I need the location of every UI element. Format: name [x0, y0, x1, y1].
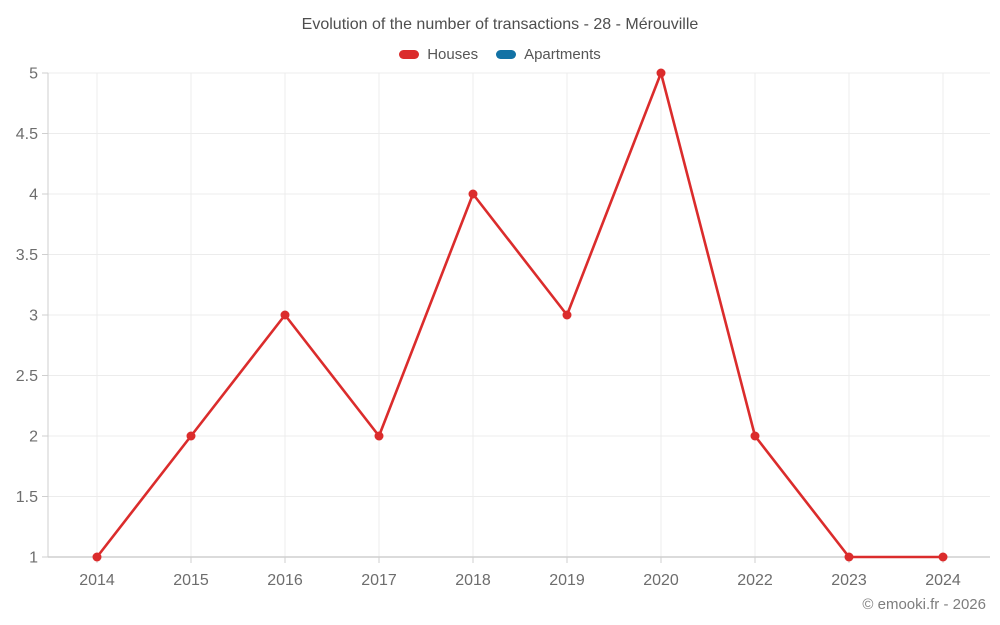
houses-point[interactable] — [468, 189, 478, 199]
houses-line — [95, 71, 945, 559]
y-tick-label: 4 — [29, 187, 38, 204]
houses-point[interactable] — [374, 431, 384, 441]
x-tick-label: 2015 — [173, 572, 209, 589]
x-tick-label: 2019 — [549, 572, 585, 589]
y-tick-label: 5 — [29, 66, 38, 83]
legend-label-apartments: Apartments — [524, 46, 601, 63]
legend-item-houses[interactable]: Houses — [399, 46, 478, 63]
x-tick-label: 2020 — [643, 572, 679, 589]
y-tick-label: 1 — [29, 550, 38, 567]
houses-point[interactable] — [844, 552, 854, 562]
y-tick-label: 2.5 — [16, 368, 38, 385]
houses-point[interactable] — [656, 68, 666, 78]
y-tick-label: 4.5 — [16, 126, 38, 143]
apartments-swatch — [496, 50, 517, 59]
x-tick-label: 2017 — [361, 572, 397, 589]
houses-point[interactable] — [750, 431, 760, 441]
houses-point[interactable] — [938, 552, 948, 562]
chart-legend: Houses Apartments — [0, 46, 1000, 63]
legend-label-houses: Houses — [427, 46, 479, 63]
houses-point[interactable] — [562, 310, 572, 320]
y-tick-label: 3 — [29, 308, 38, 325]
legend-item-apartments[interactable]: Apartments — [496, 46, 601, 63]
copyright-credit: © emooki.fr - 2026 — [862, 596, 986, 613]
x-tick-label: 2018 — [455, 572, 491, 589]
y-tick-label: 2 — [29, 429, 38, 446]
chart-title: Evolution of the number of transactions … — [301, 16, 699, 33]
x-tick-label: 2014 — [79, 572, 115, 589]
y-tick-label: 3.5 — [16, 247, 38, 264]
houses-point[interactable] — [280, 310, 290, 320]
x-tick-label: 2024 — [925, 572, 961, 589]
x-tick-label: 2016 — [267, 572, 303, 589]
houses-swatch — [399, 50, 420, 59]
x-tick-label: 2023 — [831, 572, 867, 589]
x-tick-label: 2022 — [737, 572, 773, 589]
houses-point[interactable] — [186, 431, 196, 441]
y-tick-label: 1.5 — [16, 489, 38, 506]
houses-point[interactable] — [92, 552, 102, 562]
